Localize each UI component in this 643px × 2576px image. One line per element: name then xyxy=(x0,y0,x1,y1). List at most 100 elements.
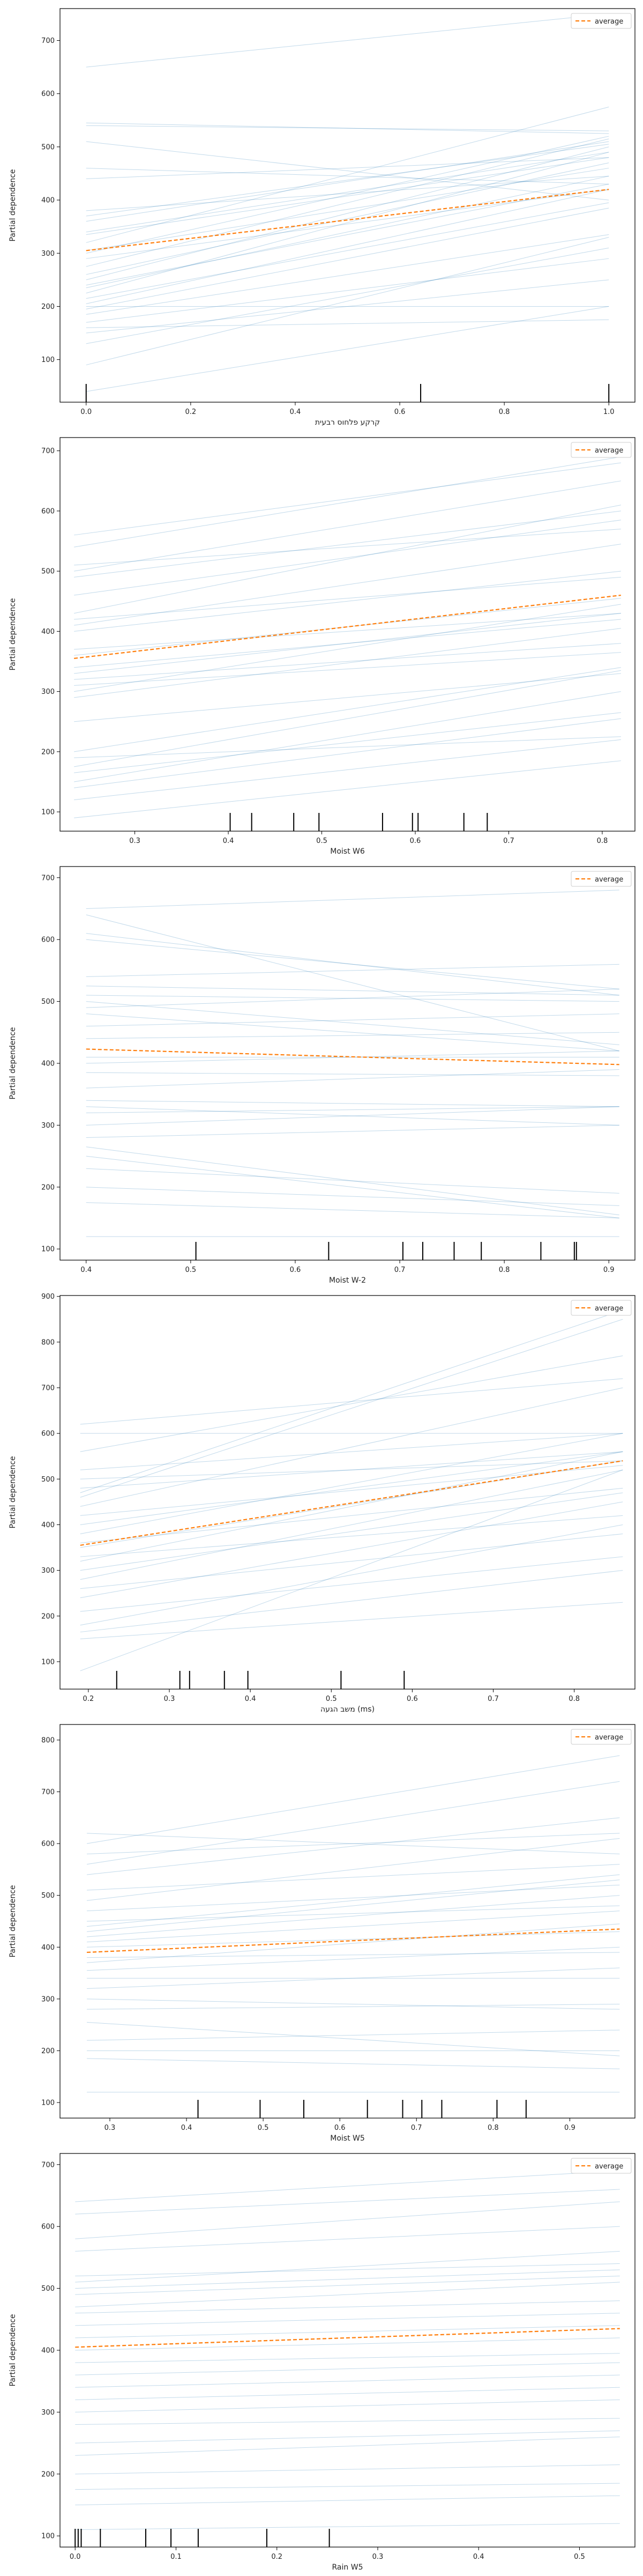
ice-line xyxy=(74,462,621,536)
ice-line xyxy=(74,510,621,578)
ice-line xyxy=(80,1378,623,1425)
x-tick-label: 0.0 xyxy=(70,2553,81,2561)
average-line xyxy=(74,594,621,659)
y-axis-label: Partial dependence xyxy=(9,598,17,670)
legend-label: average xyxy=(595,2163,623,2171)
ice-line xyxy=(80,1451,623,1562)
x-tick-label: 0.8 xyxy=(499,408,510,416)
ice-line xyxy=(80,1556,623,1612)
ice-line xyxy=(75,2464,620,2475)
x-tick-label: 0.4 xyxy=(245,1695,256,1703)
plot-frame xyxy=(59,866,635,1261)
ice-line xyxy=(86,1100,619,1107)
y-tick-label: 400 xyxy=(41,1060,55,1068)
x-tick-label: 0.4 xyxy=(223,837,234,845)
ice-line xyxy=(75,2495,620,2506)
y-tick-label: 400 xyxy=(41,628,55,636)
x-tick-label: 0.6 xyxy=(334,2124,346,2132)
ice-line xyxy=(74,571,621,632)
ice-line xyxy=(75,2269,620,2289)
x-tick-label: 0.6 xyxy=(290,1266,301,1274)
y-tick-label: 400 xyxy=(41,197,55,205)
ice-line xyxy=(75,2300,620,2314)
ice-line xyxy=(86,144,609,217)
ice-line xyxy=(75,2362,620,2375)
ice-line xyxy=(86,157,609,179)
x-axis-label: משב הגעה (ms) xyxy=(320,1705,375,1714)
ice-line xyxy=(86,1069,619,1089)
legend-box xyxy=(571,871,632,887)
y-tick-label: 900 xyxy=(41,1293,55,1301)
y-tick-label: 700 xyxy=(41,1788,55,1796)
ice-line xyxy=(86,175,609,211)
x-tick-label: 0.7 xyxy=(394,1266,406,1274)
plot-frame xyxy=(59,8,635,403)
ice-line xyxy=(75,2374,620,2388)
legend: average xyxy=(571,13,632,29)
y-tick-label: 700 xyxy=(41,874,55,882)
ice-line xyxy=(86,13,609,68)
y-tick-label: 200 xyxy=(41,2047,55,2055)
ice-line xyxy=(74,544,621,626)
ice-line xyxy=(75,2189,620,2215)
ice-line xyxy=(87,1864,620,1891)
x-tick-label: 0.4 xyxy=(473,2553,484,2561)
ice-line xyxy=(75,2418,620,2425)
legend-box xyxy=(571,1729,632,1745)
pdp-panel-6: 0.0 0.1 0.2 0.3 0.4 0.5 100 200 300 400 500 600 700 R… xyxy=(9,2153,635,2572)
ice-line xyxy=(87,1911,620,1943)
pdp-panel-1: 0.0 0.2 0.4 0.6 0.8 1.0 100 200 300 400 500 600 700 ק… xyxy=(9,8,635,427)
ice-line xyxy=(74,670,621,767)
ice-line xyxy=(86,175,609,288)
ice-line xyxy=(86,258,609,323)
ice-line xyxy=(80,1465,623,1516)
ice-line xyxy=(74,739,621,801)
ice-line xyxy=(86,1187,619,1206)
y-tick-label: 600 xyxy=(41,2223,55,2231)
ice-line xyxy=(86,964,619,977)
y-tick-label: 500 xyxy=(41,568,55,576)
average-line xyxy=(86,1048,619,1065)
x-axis-label: קרקע פלחוס רבעית xyxy=(315,418,380,427)
ice-line xyxy=(87,1905,620,1922)
ice-line xyxy=(87,1946,620,1971)
ice-line xyxy=(86,168,609,184)
y-tick-label: 100 xyxy=(41,809,55,817)
ice-line xyxy=(75,2437,620,2456)
y-tick-label: 100 xyxy=(41,1658,55,1666)
x-axis-label: Rain W5 xyxy=(332,2563,363,2572)
ice-line xyxy=(86,995,619,1002)
ice-line xyxy=(86,146,609,280)
y-tick-label: 600 xyxy=(41,90,55,98)
ice-line xyxy=(74,736,621,758)
ice-line xyxy=(86,168,609,251)
pdp-panel-5: 0.3 0.4 0.5 0.6 0.7 0.8 0.9 100 200 300 400 500 600 7… xyxy=(9,1724,635,2143)
x-tick-label: 0.8 xyxy=(488,2124,499,2132)
ice-line xyxy=(80,1602,623,1639)
y-axis-label: Partial dependence xyxy=(9,2314,17,2386)
y-tick-label: 600 xyxy=(41,507,55,515)
ice-line xyxy=(80,1433,623,1470)
ice-line xyxy=(80,1469,623,1671)
ice-line xyxy=(74,652,621,686)
ice-line xyxy=(74,576,621,620)
y-tick-label: 200 xyxy=(41,748,55,756)
ice-line xyxy=(74,613,621,650)
y-tick-label: 300 xyxy=(41,688,55,696)
ice-line xyxy=(75,2353,620,2363)
ice-line xyxy=(86,152,609,233)
y-tick-label: 100 xyxy=(41,2099,55,2107)
ice-line xyxy=(87,1998,620,2010)
ice-line xyxy=(80,1487,623,1544)
ice-line xyxy=(86,890,619,909)
y-tick-label: 300 xyxy=(41,1567,55,1575)
legend-label: average xyxy=(595,447,623,455)
x-tick-label: 0.4 xyxy=(80,1266,92,1274)
legend-label: average xyxy=(595,1305,623,1313)
plot-frame xyxy=(59,437,635,832)
ice-line xyxy=(87,1833,620,1854)
x-axis-label: Moist W5 xyxy=(330,2134,365,2143)
x-tick-label: 0.3 xyxy=(104,2124,116,2132)
x-tick-label: 0.9 xyxy=(603,1266,615,1274)
ice-line xyxy=(86,189,609,304)
